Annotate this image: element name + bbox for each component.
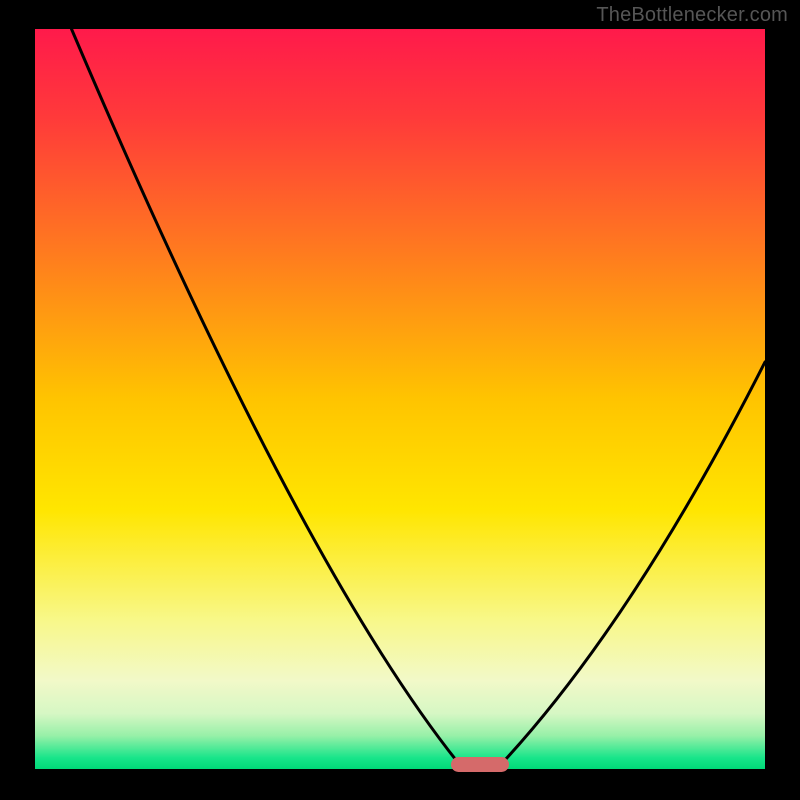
gradient-background [35, 29, 765, 769]
watermark-text: TheBottlenecker.com [596, 4, 788, 27]
plot-area [35, 29, 765, 769]
chart-frame: TheBottlenecker.com [0, 0, 800, 800]
bottleneck-curve [35, 29, 765, 769]
optimum-marker [451, 757, 509, 772]
